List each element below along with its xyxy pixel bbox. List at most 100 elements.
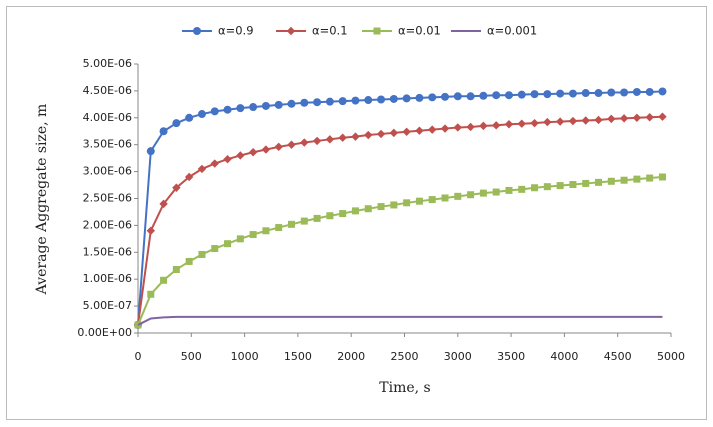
data-point — [645, 87, 654, 96]
y-tick-label: 4.50E-06 — [83, 84, 132, 97]
x-tick-label: 4500 — [604, 350, 632, 363]
data-point — [197, 110, 206, 119]
x-tick-label: 5000 — [657, 350, 685, 363]
x-tick-label: 1500 — [284, 350, 312, 363]
data-point — [620, 88, 629, 97]
data-point — [555, 117, 565, 126]
data-point — [300, 217, 308, 225]
data-point — [569, 181, 577, 189]
data-point — [479, 91, 488, 100]
data-point — [530, 90, 539, 99]
data-point — [312, 136, 322, 146]
data-point — [607, 177, 615, 185]
data-point — [313, 98, 322, 107]
data-point — [197, 164, 207, 174]
data-point — [518, 185, 526, 193]
data-point — [172, 183, 181, 192]
data-point — [236, 104, 245, 113]
data-point — [466, 92, 475, 101]
data-point — [351, 96, 360, 105]
data-point — [224, 240, 232, 248]
data-point — [543, 183, 551, 191]
x-tick-label: 2000 — [337, 350, 365, 363]
data-point — [364, 130, 373, 140]
data-point — [530, 118, 539, 128]
data-point — [159, 127, 168, 136]
x-tick-label: 1000 — [231, 350, 259, 363]
legend-label: α=0.1 — [312, 24, 348, 38]
x-axis-title: Time, s — [379, 380, 430, 396]
data-point — [389, 94, 398, 103]
data-point — [428, 196, 436, 204]
data-point — [172, 119, 181, 128]
data-point — [185, 113, 194, 122]
data-point — [338, 133, 347, 142]
data-point — [160, 276, 168, 284]
data-point — [249, 103, 258, 112]
data-point — [619, 114, 629, 123]
data-point — [504, 120, 514, 129]
data-point — [479, 189, 487, 197]
data-point — [607, 114, 616, 124]
data-point — [402, 94, 411, 103]
x-tick-label: 500 — [181, 350, 202, 363]
data-point — [415, 197, 423, 205]
y-tick-label: 5.00E-06 — [83, 57, 132, 70]
data-point — [581, 89, 590, 98]
legend-label: α=0.9 — [218, 24, 254, 38]
data-point — [236, 151, 245, 160]
data-point — [248, 148, 258, 157]
data-point — [568, 116, 578, 126]
data-point — [479, 121, 488, 131]
data-point — [517, 119, 526, 128]
data-point — [620, 176, 628, 184]
y-tick-label: 1.50E-06 — [83, 245, 132, 258]
x-tick-label: 0 — [135, 350, 142, 363]
data-point — [351, 132, 360, 141]
x-tick-label: 4000 — [550, 350, 578, 363]
data-point — [543, 90, 552, 99]
data-point — [389, 128, 399, 138]
data-point — [364, 205, 372, 213]
data-point — [325, 135, 335, 144]
data-point — [492, 188, 500, 196]
data-point — [223, 105, 232, 114]
y-tick-label: 1.00E-06 — [83, 272, 132, 285]
data-point — [440, 124, 450, 133]
data-point — [645, 113, 654, 122]
y-tick-label: 5.00E-07 — [83, 299, 132, 312]
y-tick-label: 2.50E-06 — [83, 192, 132, 205]
data-point — [377, 203, 385, 211]
data-point — [594, 89, 603, 98]
x-tick-label: 2500 — [391, 350, 419, 363]
data-point — [505, 186, 513, 194]
data-point — [607, 88, 616, 97]
data-point — [275, 224, 283, 232]
legend-marker — [193, 27, 201, 35]
data-point — [453, 92, 462, 101]
y-tick-label: 2.00E-06 — [83, 218, 132, 231]
data-point — [210, 159, 219, 168]
data-point — [287, 99, 296, 108]
data-point — [415, 126, 424, 135]
data-point — [210, 107, 219, 116]
data-point — [633, 175, 641, 183]
y-tick-label: 3.50E-06 — [83, 138, 132, 151]
data-point — [159, 199, 168, 209]
data-point — [441, 92, 450, 101]
data-point — [300, 98, 309, 107]
data-point — [658, 112, 667, 121]
series-line — [137, 315, 663, 326]
data-point — [300, 138, 309, 147]
data-point — [517, 90, 526, 99]
data-point — [326, 212, 334, 220]
data-point — [492, 91, 501, 100]
data-point — [211, 245, 219, 253]
data-point — [428, 125, 437, 134]
legend-marker — [286, 26, 296, 36]
data-point — [556, 182, 564, 190]
data-point — [403, 199, 411, 207]
data-point — [261, 101, 270, 110]
data-point — [377, 95, 386, 104]
data-point — [646, 174, 654, 182]
